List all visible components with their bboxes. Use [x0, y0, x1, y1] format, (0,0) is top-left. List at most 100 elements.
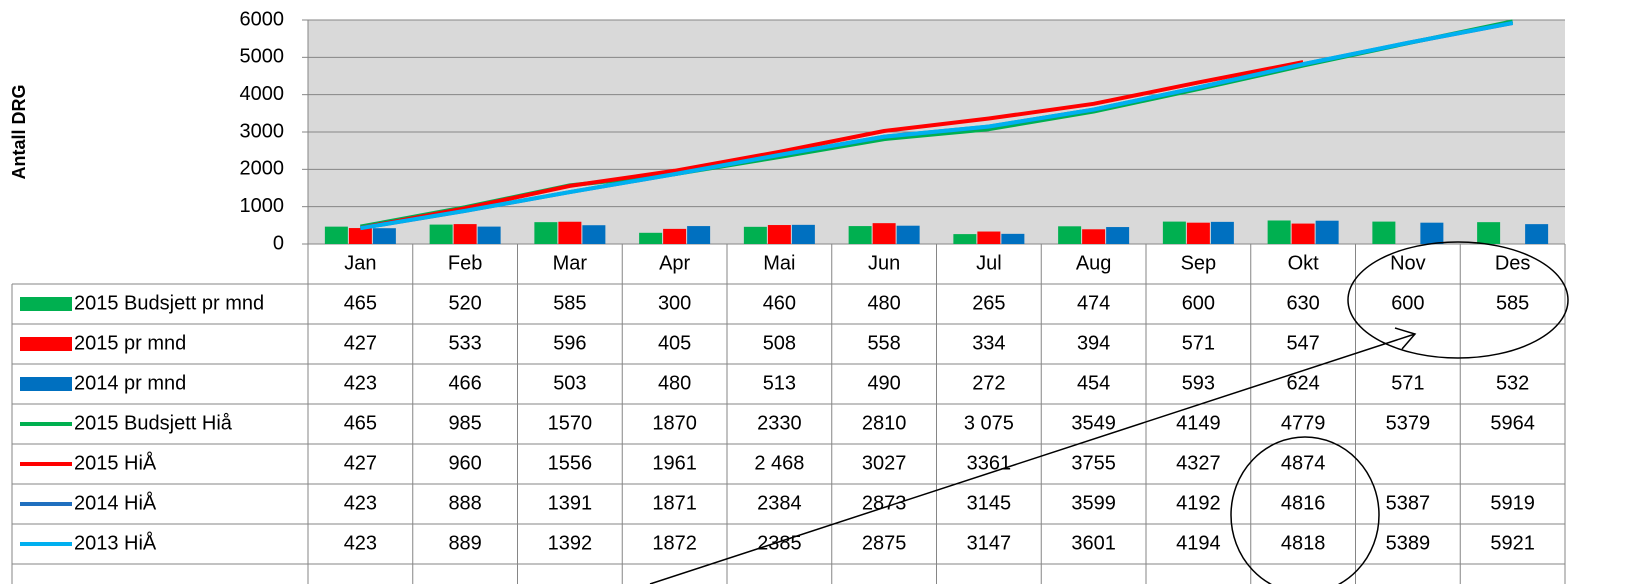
bar	[767, 225, 791, 244]
annotation-arrow	[649, 333, 1416, 584]
table-cell: 630	[1286, 292, 1319, 314]
annotation-ellipse	[1230, 436, 1380, 584]
table-cell: 1872	[652, 532, 697, 554]
bar	[1001, 233, 1025, 244]
y-tick-label: 6000	[240, 8, 285, 30]
bar	[953, 234, 977, 244]
bar	[1186, 222, 1210, 244]
table-cell: 3361	[967, 452, 1012, 474]
legend-key	[20, 337, 72, 351]
bar	[1210, 221, 1234, 244]
table-cell: 3599	[1071, 492, 1116, 514]
table-cell: 985	[448, 412, 481, 434]
y-tick-label: 5000	[240, 46, 285, 68]
x-tick-label: Nov	[1390, 252, 1426, 274]
x-tick-label: Mai	[763, 252, 795, 274]
table-cell: 2810	[862, 412, 907, 434]
annotation-ellipse	[1347, 241, 1569, 359]
x-tick-label: Mar	[553, 252, 588, 274]
bar	[534, 222, 558, 244]
table-cell: 465	[344, 412, 377, 434]
x-tick-label: Sep	[1181, 252, 1217, 274]
chart-layer: 0 1000 2000 3000 4000 5000 6000 Jan Feb Mar Apr Mai…	[11, 8, 1566, 584]
bar	[791, 224, 815, 244]
legend-label: 2014 pr mnd	[74, 372, 186, 394]
table-cell: 3601	[1071, 532, 1116, 554]
table-cell: 272	[972, 372, 1005, 394]
table-cell: 423	[344, 532, 377, 554]
table-cell: 585	[1496, 292, 1529, 314]
table-cell: 2384	[757, 492, 802, 514]
bar	[743, 226, 767, 244]
table-cell: 5919	[1490, 492, 1535, 514]
bar	[663, 228, 687, 244]
table-cell: 4818	[1281, 532, 1326, 554]
bar	[453, 224, 477, 244]
bar	[1267, 220, 1291, 244]
table-cell: 571	[1182, 332, 1215, 354]
table-cell: 427	[344, 332, 377, 354]
bar	[1315, 220, 1339, 244]
table-cell: 3549	[1071, 412, 1116, 434]
annotation-arrowhead	[1394, 327, 1417, 350]
table-cell: 520	[448, 292, 481, 314]
table-cell: 490	[867, 372, 900, 394]
table-cell: 624	[1286, 372, 1319, 394]
legend-label: 2015 HiÅ	[74, 451, 157, 474]
table-cell: 2875	[862, 532, 907, 554]
bar	[324, 226, 348, 244]
table-cell: 960	[448, 452, 481, 474]
table-cell: 3 075	[964, 412, 1014, 434]
table-cell: 480	[658, 372, 691, 394]
table-cell: 889	[448, 532, 481, 554]
table-cell: 888	[448, 492, 481, 514]
x-tick-label: Aug	[1076, 252, 1112, 274]
legend-label: 2015 Budsjett pr mnd	[74, 292, 264, 314]
table-cell: 2330	[757, 412, 802, 434]
bar	[582, 225, 606, 244]
table-cell: 427	[344, 452, 377, 474]
table-cell: 585	[553, 292, 586, 314]
table-cell: 1871	[652, 492, 697, 514]
table-cell: 571	[1391, 372, 1424, 394]
bar	[1058, 226, 1082, 244]
table-cell: 600	[1391, 292, 1424, 314]
bar	[1525, 224, 1549, 244]
bar	[1477, 222, 1501, 244]
legend-key	[20, 297, 72, 311]
x-tick-label: Jun	[868, 252, 900, 274]
bar	[1420, 222, 1444, 244]
x-tick-label: Okt	[1288, 252, 1320, 274]
table-cell: 334	[972, 332, 1005, 354]
table-cell: 265	[972, 292, 1005, 314]
table-cell: 480	[867, 292, 900, 314]
bar	[348, 228, 372, 244]
table-cell: 2 468	[754, 452, 804, 474]
y-tick-label: 3000	[240, 120, 285, 142]
bar	[372, 228, 396, 244]
table-cell: 5387	[1386, 492, 1431, 514]
table-cell: 600	[1182, 292, 1215, 314]
bar	[1372, 221, 1396, 244]
table-cell: 4816	[1281, 492, 1326, 514]
bar	[429, 224, 453, 244]
x-tick-label: Jan	[344, 252, 376, 274]
bar	[687, 226, 711, 244]
table-cell: 508	[763, 332, 796, 354]
table-cell: 558	[867, 332, 900, 354]
table-cell: 596	[553, 332, 586, 354]
table-cell: 423	[344, 492, 377, 514]
table-cell: 5379	[1386, 412, 1431, 434]
legend-label: 2014 HiÅ	[74, 491, 157, 514]
bar	[896, 225, 920, 244]
table-cell: 474	[1077, 292, 1110, 314]
table-cell: 1570	[548, 412, 593, 434]
table-cell: 533	[448, 332, 481, 354]
bar	[872, 223, 896, 244]
table-cell: 1870	[652, 412, 697, 434]
bar	[848, 226, 872, 244]
table-cell: 513	[763, 372, 796, 394]
legend-label: 2015 Budsjett Hiå	[74, 412, 233, 434]
table-cell: 4779	[1281, 412, 1326, 434]
